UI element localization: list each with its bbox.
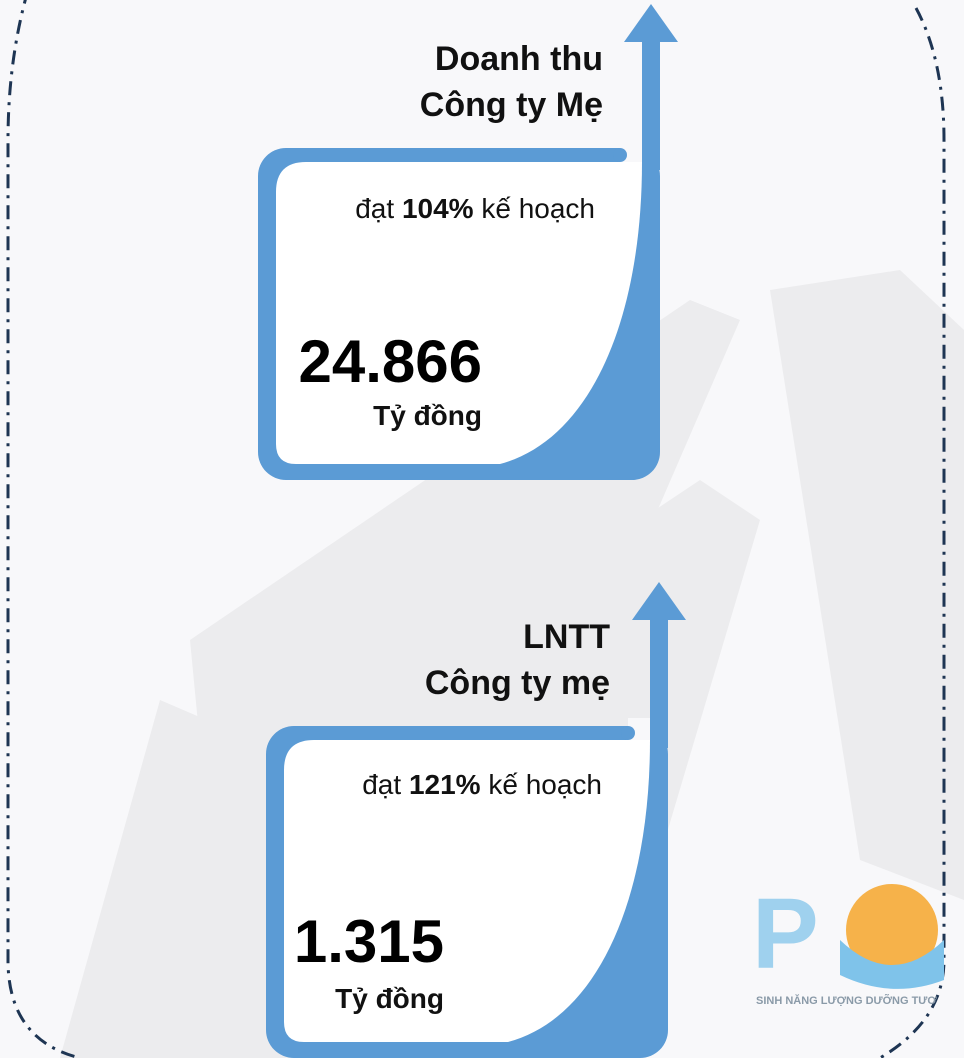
plan-suffix: kế hoạch [488,769,602,800]
card-title: Công ty mẹ [425,664,610,702]
card-shape [258,4,678,480]
plan-prefix: đạt [362,769,401,800]
plan-suffix: kế hoạch [481,193,595,224]
logo-tagline: SINH NĂNG LƯỢNG DƯỠNG TƯƠ [756,994,937,1007]
card-title: Doanh thu [435,40,603,78]
logo-letter: P [752,878,819,990]
plan-percent: 104% [402,193,474,224]
card-title: Công ty Mẹ [420,86,603,124]
card-shape [266,582,686,1058]
plan-prefix: đạt [355,193,394,224]
card-unit: Tỷ đồng [335,983,444,1014]
plan-percent: 121% [409,769,481,800]
logo: P SINH NĂNG LƯỢNG DƯỠNG TƯƠ [752,878,944,1007]
card-value: 24.866 [298,328,482,395]
card-plan: đạt 104% kế hoạch [355,193,595,224]
frame [6,0,946,1058]
logo-sun [846,884,938,976]
card-title: LNTT [523,618,610,656]
logo-wave [840,940,944,989]
card-value: 1.315 [294,908,444,975]
card-plan: đạt 121% kế hoạch [362,769,602,800]
card-unit: Tỷ đồng [373,400,482,431]
